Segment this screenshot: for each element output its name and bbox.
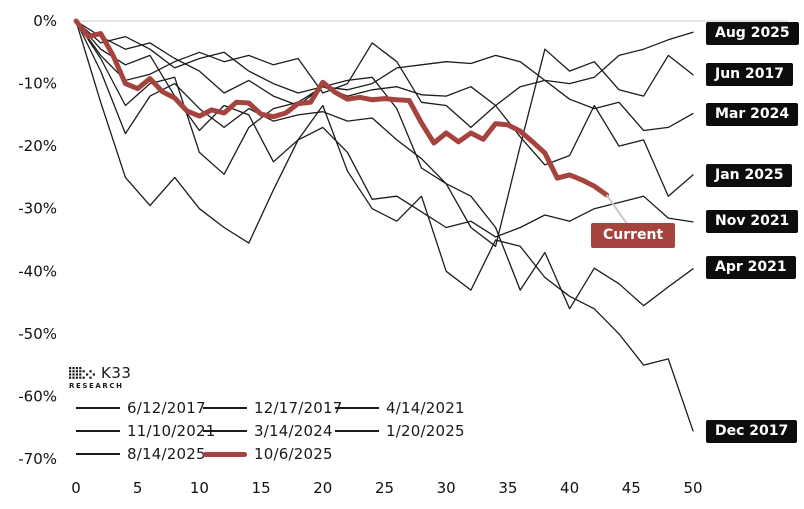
x-tick-label: 20 — [313, 479, 332, 497]
legend-item-11-10-2021: 11/10/2021 — [76, 420, 215, 442]
legend-label: 6/12/2017 — [127, 399, 206, 417]
x-tick-label: 45 — [622, 479, 641, 497]
logo-text: K33 — [101, 364, 132, 382]
legend-label: 1/20/2025 — [386, 422, 465, 440]
logo-dot — [86, 373, 89, 376]
x-tick-label: 0 — [71, 479, 81, 497]
legend-swatch — [76, 430, 120, 432]
logo-dot — [89, 376, 92, 379]
x-tick-label: 30 — [437, 479, 456, 497]
y-tick-label: -60% — [18, 387, 57, 405]
logo-dot — [72, 376, 75, 379]
k33-research-logo: K33 RESEARCH — [69, 366, 131, 390]
series-line-1-20-2025 — [75, 20, 694, 197]
y-tick-label: -30% — [18, 200, 57, 218]
logo-dot — [79, 376, 82, 379]
legend-swatch — [203, 430, 247, 432]
annotation-current: Current — [591, 222, 676, 248]
y-tick-label: 0% — [33, 12, 57, 30]
series-line-10-6-2025 — [73, 18, 610, 198]
series-line-8-14-2025 — [75, 20, 694, 107]
logo-dot — [72, 373, 75, 376]
legend-swatch — [76, 453, 120, 455]
legend-label: 3/14/2024 — [254, 422, 333, 440]
logo-dot — [92, 373, 95, 376]
y-tick-label: -40% — [18, 262, 57, 280]
legend-item-3-14-2024: 3/14/2024 — [203, 420, 335, 442]
legend-item-4-14-2021: 4/14/2021 — [335, 397, 485, 419]
logo-dot — [79, 373, 82, 376]
legend-label: 8/14/2025 — [127, 445, 206, 463]
logo-dot — [69, 370, 72, 373]
y-tick-label: -20% — [18, 137, 57, 155]
logo-dot — [82, 370, 85, 373]
x-tick-label: 15 — [252, 479, 271, 497]
legend-label: 4/14/2021 — [386, 399, 465, 417]
annotation-mar-2024: Mar 2024 — [706, 102, 799, 126]
annotation-nov-2021: Nov 2021 — [706, 209, 799, 233]
legend-item-6-12-2017: 6/12/2017 — [76, 397, 206, 419]
x-tick-label: 40 — [560, 479, 579, 497]
legend-label: 11/10/2021 — [127, 422, 216, 440]
annotation-dec-2017: Dec 2017 — [706, 420, 798, 444]
logo-dot — [72, 370, 75, 373]
y-tick-label: -50% — [18, 325, 57, 343]
x-tick-label: 25 — [375, 479, 394, 497]
k33-dot-matrix-icon — [69, 367, 95, 379]
logo-dot — [75, 367, 78, 370]
y-tick-label: -10% — [18, 75, 57, 93]
x-tick-label: 5 — [133, 479, 143, 497]
logo-dot — [79, 367, 82, 370]
x-tick-label: 10 — [190, 479, 209, 497]
legend-item-1-20-2025: 1/20/2025 — [335, 420, 485, 442]
legend-swatch — [203, 451, 247, 457]
legend-swatch — [203, 407, 247, 409]
logo-dot — [89, 370, 92, 373]
legend-label: 12/17/2017 — [254, 399, 343, 417]
logo-dot — [75, 370, 78, 373]
series-line-12-17-2017 — [75, 20, 694, 432]
legend-label: 10/6/2025 — [254, 445, 333, 463]
legend-swatch — [76, 407, 120, 409]
series-line-4-14-2021 — [75, 20, 694, 310]
x-tick-label: 35 — [498, 479, 517, 497]
legend-item-10-6-2025: 10/6/2025 — [203, 443, 335, 465]
annotation-apr-2021: Apr 2021 — [706, 256, 796, 280]
x-tick-label: 50 — [683, 479, 702, 497]
logo-dot — [75, 373, 78, 376]
logo-dot — [75, 376, 78, 379]
logo-dot — [79, 370, 82, 373]
annotation-aug-2025: Aug 2025 — [706, 22, 799, 46]
logo-dot — [82, 376, 85, 379]
annotation-jan-2025: Jan 2025 — [706, 164, 793, 188]
logo-dot — [72, 367, 75, 370]
logo-subtext: RESEARCH — [69, 382, 124, 390]
annotation-jun-2017: Jun 2017 — [706, 62, 793, 86]
logo-dot — [69, 373, 72, 376]
chart-legend: 6/12/2017 12/17/2017 4/14/2021 11/10/2021 3/… — [76, 397, 485, 465]
legend-swatch — [335, 407, 379, 409]
legend-item-12-17-2017: 12/17/2017 — [203, 397, 342, 419]
logo-dot — [69, 376, 72, 379]
y-tick-label: -70% — [18, 450, 57, 468]
legend-swatch — [335, 430, 379, 432]
legend-item-8-14-2025: 8/14/2025 — [76, 443, 206, 465]
logo-dot — [69, 367, 72, 370]
current-leader-line — [605, 194, 628, 225]
